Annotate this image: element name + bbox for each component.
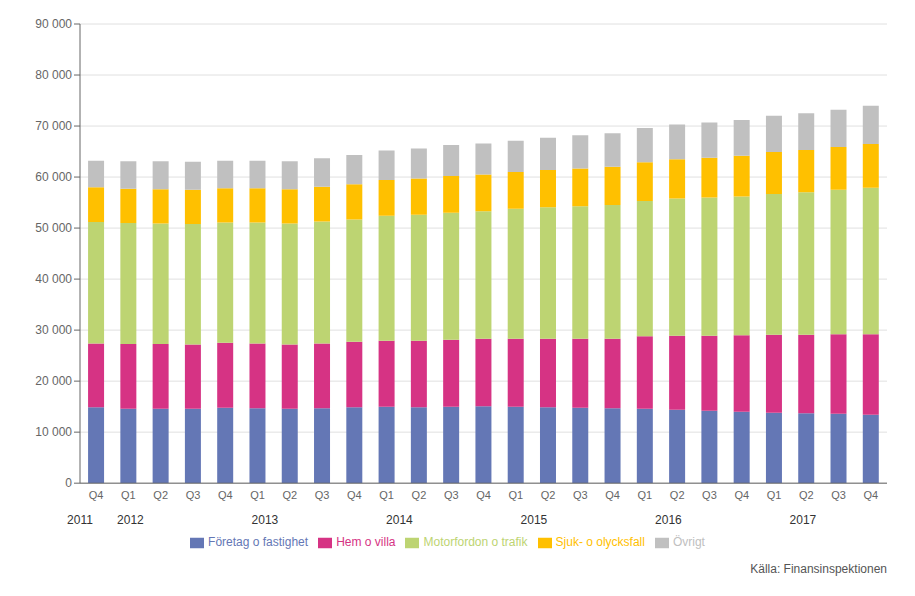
svg-text:Q1: Q1 [638,489,653,501]
svg-text:2017: 2017 [790,513,817,527]
svg-text:Q2: Q2 [670,489,685,501]
svg-text:90 000: 90 000 [35,17,72,31]
html-text:Motorfordon o trafik: Motorfordon o trafik [423,535,528,550]
svg-text:0: 0 [65,476,72,490]
svg-text:Q4: Q4 [734,489,749,501]
svg-text:2012: 2012 [117,513,144,527]
svg-text:Q2: Q2 [412,489,427,501]
svg-text:50 000: 50 000 [35,221,72,235]
svg-text:Q3: Q3 [444,489,459,501]
svg-text:2016: 2016 [655,513,682,527]
svg-text:2013: 2013 [252,513,279,527]
svg-text:60 000: 60 000 [35,170,72,184]
svg-text:Q1: Q1 [379,489,394,501]
svg-text:2011: 2011 [67,513,93,527]
html-text:Hem o villa: Hem o villa [336,535,396,550]
svg-text:Q1: Q1 [508,489,523,501]
svg-text:Q4: Q4 [347,489,362,501]
html-text:Sjuk- o olycksfall: Sjuk- o olycksfall [555,535,645,550]
svg-text:Q3: Q3 [315,489,330,501]
svg-text:Q4: Q4 [605,489,620,501]
html-text:Övrigt: Övrigt [672,535,705,550]
svg-text:Q2: Q2 [282,489,297,501]
svg-text:Q1: Q1 [767,489,782,501]
svg-text:Q3: Q3 [573,489,588,501]
svg-text:80 000: 80 000 [35,68,72,82]
svg-text:Q2: Q2 [799,489,814,501]
svg-text:10 000: 10 000 [35,425,72,439]
svg-text:Q4: Q4 [89,489,104,501]
svg-text:Q3: Q3 [831,489,846,501]
svg-text:Q2: Q2 [153,489,168,501]
svg-text:Q2: Q2 [541,489,556,501]
svg-text:20 000: 20 000 [35,374,72,388]
svg-text:70 000: 70 000 [35,119,72,133]
html-text:Källa: Finansinspektionen: Källa: Finansinspektionen [750,562,887,576]
svg-text:40 000: 40 000 [35,272,72,286]
svg-text:Q4: Q4 [218,489,233,501]
svg-text:Q1: Q1 [250,489,265,501]
svg-text:2014: 2014 [386,513,413,527]
svg-text:30 000: 30 000 [35,323,72,337]
svg-text:Q4: Q4 [476,489,491,501]
html-text:Företag o fastighet: Företag o fastighet [208,535,309,550]
svg-text:Q1: Q1 [121,489,136,501]
svg-text:2015: 2015 [521,513,548,527]
svg-text:Q3: Q3 [186,489,201,501]
svg-text:Q3: Q3 [702,489,717,501]
svg-text:Q4: Q4 [864,489,879,501]
